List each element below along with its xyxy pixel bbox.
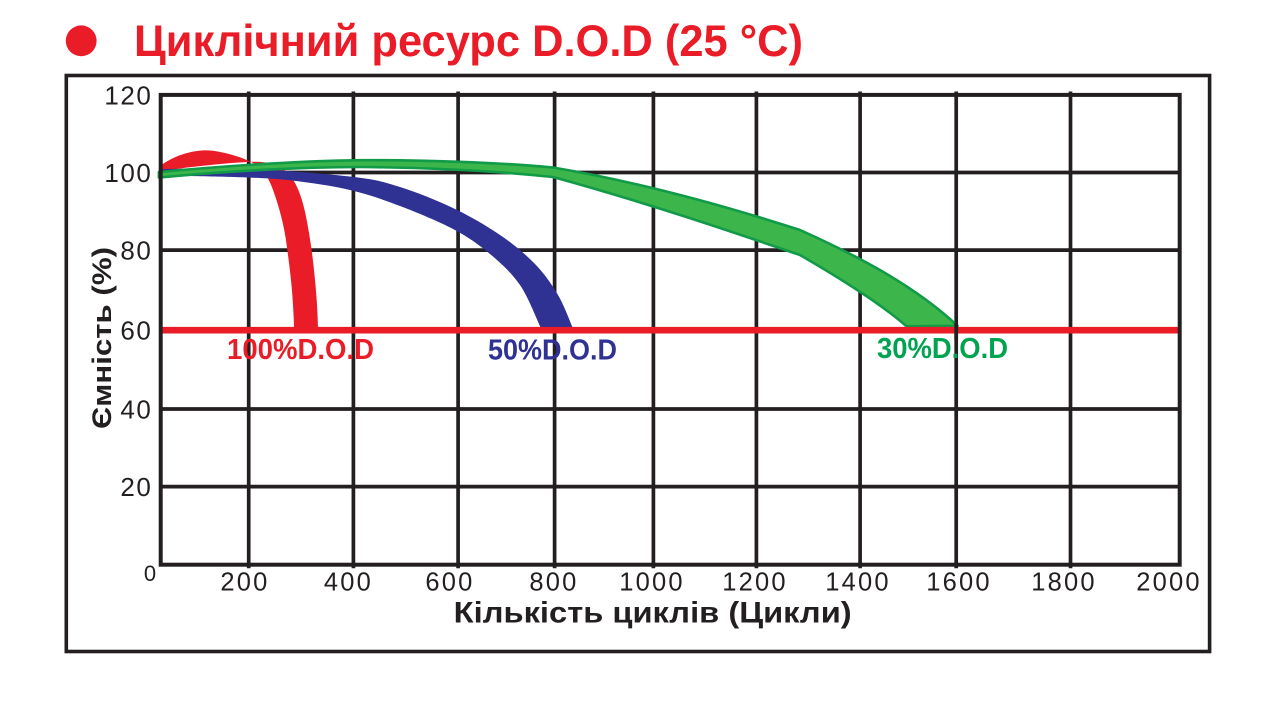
svg-text:1600: 1600 <box>926 569 992 597</box>
svg-text:400: 400 <box>324 569 373 597</box>
svg-text:2000: 2000 <box>1136 569 1202 597</box>
svg-text:600: 600 <box>425 569 474 597</box>
svg-text:1000: 1000 <box>619 569 685 597</box>
svg-text:80: 80 <box>120 236 152 266</box>
svg-text:20: 20 <box>120 472 152 502</box>
svg-text:30%D.O.D: 30%D.O.D <box>877 333 1008 365</box>
svg-text:1200: 1200 <box>722 569 788 597</box>
svg-text:1800: 1800 <box>1031 569 1097 597</box>
svg-text:0: 0 <box>144 561 156 586</box>
svg-text:200: 200 <box>220 569 269 597</box>
svg-text:1400: 1400 <box>825 569 891 597</box>
svg-text:100: 100 <box>104 158 152 188</box>
svg-text:40: 40 <box>120 395 152 425</box>
svg-text:Ємність (%): Ємність (%) <box>87 247 117 429</box>
svg-text:Циклічний ресурс D.O.D (25 °C): Циклічний ресурс D.O.D (25 °C) <box>134 17 803 66</box>
svg-text:50%D.O.D: 50%D.O.D <box>488 335 617 367</box>
svg-text:100%D.O.D: 100%D.O.D <box>227 334 374 366</box>
svg-text:Кількість циклів (Цикли): Кількість циклів (Цикли) <box>454 596 852 629</box>
svg-text:120: 120 <box>104 80 152 110</box>
svg-text:800: 800 <box>529 569 578 597</box>
svg-text:60: 60 <box>120 316 152 346</box>
